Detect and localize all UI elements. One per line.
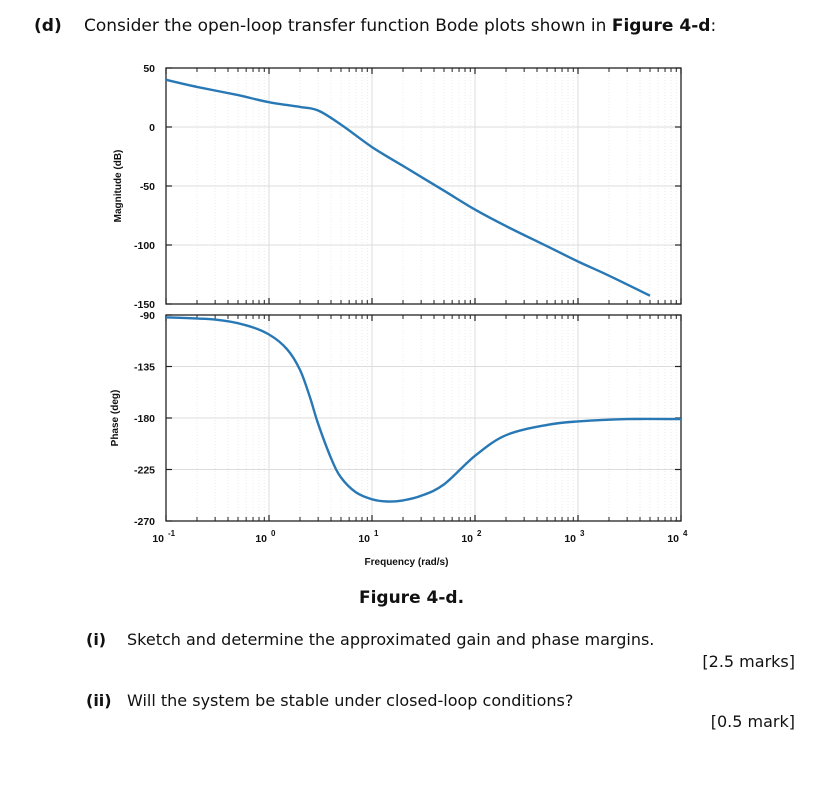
y-axis-label: Magnitude (dB) [113, 150, 124, 223]
x-axis-label: Frequency (rad/s) [365, 557, 449, 568]
x-tick-exponent: 0 [271, 529, 276, 538]
magnitude-plot-curve [165, 78, 651, 297]
subquestion-number: (ii) [86, 691, 112, 710]
subquestion-i: (i) Sketch and determine the approximated… [86, 630, 654, 649]
x-tick-label: 10 [255, 533, 267, 545]
y-axis-label: Phase (deg) [110, 390, 121, 447]
x-tick-label: 10 [667, 533, 679, 545]
y-tick-label: -100 [134, 240, 155, 252]
subquestion-text: Will the system be stable under closed-l… [127, 691, 574, 710]
y-tick-label: -135 [134, 362, 155, 374]
subquestion-text: Sketch and determine the approximated ga… [127, 630, 655, 649]
y-tick-label: -90 [140, 310, 155, 322]
x-tick-exponent: 4 [683, 529, 688, 538]
y-tick-label: 50 [143, 63, 155, 75]
question-header: (d) Consider the open-loop transfer funct… [34, 16, 716, 36]
x-tick-exponent: 2 [477, 529, 482, 538]
subquestion-ii: (ii) Will the system be stable under clos… [86, 691, 573, 710]
x-tick-exponent: 1 [374, 529, 379, 538]
question-punct: : [710, 16, 717, 36]
figure-reference: Figure 4-d [611, 16, 711, 36]
x-tick-exponent: -1 [168, 529, 176, 538]
y-tick-label: -150 [134, 299, 155, 311]
x-tick-label: 10 [358, 533, 370, 545]
question-text: Consider the open-loop transfer function… [84, 16, 612, 36]
y-tick-label: 0 [149, 122, 155, 134]
magnitude-plot: 50 0 -50 -100 -150 Magnitude (dB) [113, 63, 682, 311]
marks-ii: [0.5 mark] [710, 712, 795, 731]
question-label: (d) [34, 16, 62, 36]
figure-caption: Figure 4-d. [358, 588, 465, 608]
y-tick-label: -225 [134, 465, 155, 477]
x-tick-label: 10 [461, 533, 473, 545]
x-tick-label: 10 [152, 533, 164, 545]
phase-plot: -90 -135 -180 -225 -270 Phase (deg) 10 -1 10 0 10 1… [110, 310, 688, 568]
y-tick-label: -180 [134, 413, 155, 425]
marks-i: [2.5 marks] [702, 652, 795, 671]
phase-plot-curve [165, 316, 682, 503]
y-tick-label: -50 [140, 181, 155, 193]
subquestion-number: (i) [86, 630, 107, 649]
x-tick-label: 10 [564, 533, 576, 545]
x-tick-exponent: 3 [580, 529, 585, 538]
y-tick-label: -270 [134, 516, 155, 528]
